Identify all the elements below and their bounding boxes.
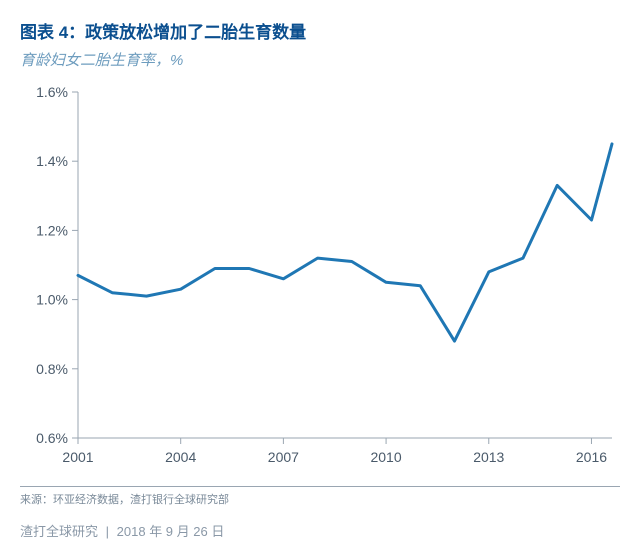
page-footer: 渣打全球研究 | 2018 年 9 月 26 日 (20, 521, 620, 540)
svg-text:0.6%: 0.6% (36, 430, 68, 446)
svg-text:2010: 2010 (370, 449, 401, 465)
svg-text:1.2%: 1.2% (36, 222, 68, 238)
svg-text:2016: 2016 (576, 449, 607, 465)
svg-text:2013: 2013 (473, 449, 504, 465)
line-chart: 0.6% 0.8% 1.0% 1.2% 1.4% 1.6% 2001 2004 2007 2010… (20, 80, 620, 480)
source-text: 环亚经济数据，渣打银行全球研究部 (53, 494, 229, 506)
svg-text:2001: 2001 (62, 449, 93, 465)
source-prefix: 来源： (20, 494, 53, 506)
svg-text:2004: 2004 (165, 449, 196, 465)
footer-org: 渣打全球研究 (20, 524, 98, 539)
footer-date: 2018 年 9 月 26 日 (117, 524, 225, 539)
chart-title: 图表 4：政策放松增加了二胎生育数量 (20, 18, 620, 43)
svg-text:2007: 2007 (268, 449, 299, 465)
svg-text:1.6%: 1.6% (36, 84, 68, 100)
chart-area: 0.6% 0.8% 1.0% 1.2% 1.4% 1.6% 2001 2004 2007 2010… (20, 80, 620, 480)
chart-subtitle: 育龄妇女二胎生育率，% (20, 49, 620, 70)
chart-source: 来源：环亚经济数据，渣打银行全球研究部 (20, 486, 620, 507)
svg-text:1.4%: 1.4% (36, 153, 68, 169)
svg-text:1.0%: 1.0% (36, 292, 68, 308)
footer-separator: | (102, 524, 113, 539)
svg-text:0.8%: 0.8% (36, 361, 68, 377)
